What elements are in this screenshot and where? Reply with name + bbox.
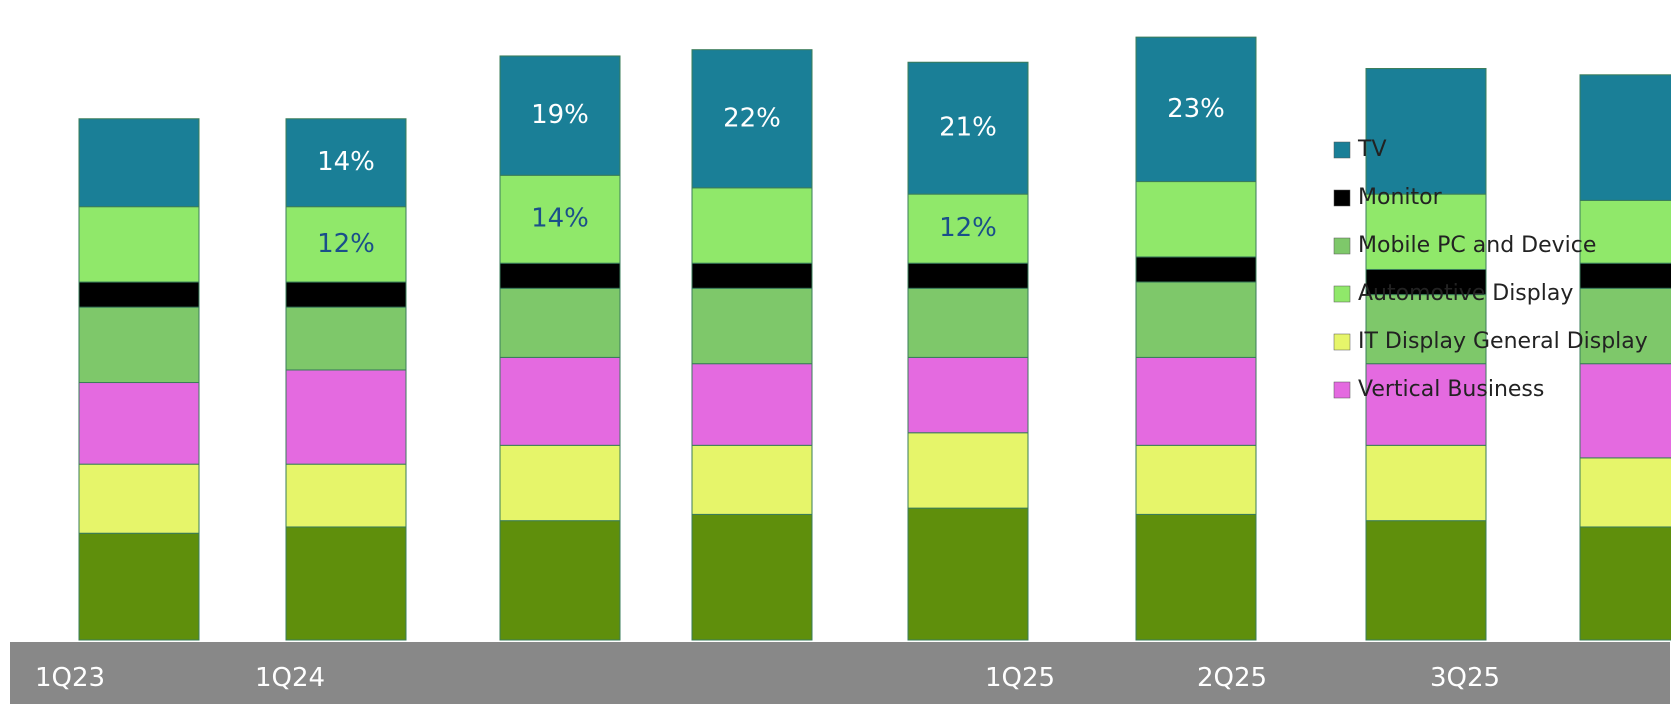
x-tick-labels-group: 1Q23 1Q24 1Q25 2Q25 3Q25 (35, 663, 1500, 693)
data-label-1Q25-7: 23% (1167, 94, 1225, 124)
bar-segment-2Q25-4 (1365, 268, 1487, 296)
bar-segment-3Q24-5 (691, 187, 813, 264)
bar-segment-2Q25-6 (1365, 68, 1487, 195)
legend-swatch-4 (1333, 333, 1351, 351)
bar-segment-1Q23-4 (78, 281, 200, 308)
x-tick-label-1Q24: 1Q24 (255, 663, 325, 693)
x-tick-label-2Q25: 2Q25 (1197, 663, 1267, 693)
data-label-4Q24-6: 12% (939, 213, 997, 243)
bar-segment-1Q23-1 (78, 463, 200, 534)
bar-segment-4Q24-6 (907, 61, 1029, 195)
bar-segment-1Q25-6 (1135, 36, 1257, 183)
legend-swatch-1 (1333, 189, 1351, 207)
x-tick-label-3Q25: 3Q25 (1430, 663, 1500, 693)
x-tick-label-1Q25: 1Q25 (985, 663, 1055, 693)
bar-segment-1Q24-5 (285, 206, 407, 283)
x-axis-band (10, 642, 1670, 704)
bar-segment-1Q24-3 (285, 306, 407, 371)
bar-segment-2Q25-1 (1365, 444, 1487, 522)
bar-segment-1Q24-1 (285, 463, 407, 528)
bar-segment-3Q24-3 (691, 287, 813, 365)
legend: TV Monitor Mobile PC and Device Automotive … (1333, 137, 1648, 402)
bar-segment-2Q24-0 (499, 520, 621, 641)
data-label-1Q24-1: 12% (317, 229, 375, 259)
legend-swatch-2 (1333, 237, 1351, 255)
bar-segment-1Q25-5 (1135, 181, 1257, 258)
bar-segment-2Q25-3 (1365, 294, 1487, 365)
legend-swatch-5 (1333, 381, 1351, 399)
legend-label-3: Automotive Display (1358, 281, 1573, 306)
bar-segment-4Q24-1 (907, 432, 1029, 509)
bar-segment-1Q25-0 (1135, 513, 1257, 641)
bar-segment-1Q23-2 (78, 382, 200, 465)
bar-segment-2Q24-3 (499, 287, 621, 358)
bar-segment-1Q24-4 (285, 281, 407, 308)
bar-segment-3Q25-6 (1579, 74, 1671, 201)
data-label-2Q24-2: 19% (531, 100, 589, 130)
bar-segment-4Q24-4 (907, 262, 1029, 289)
data-labels-group: 14% 12% 19% 14% 22% 21% 12% 23% (317, 94, 1225, 259)
bar-segment-3Q24-2 (691, 363, 813, 446)
bar-segment-1Q23-5 (78, 206, 200, 283)
data-label-4Q24-5: 21% (939, 113, 997, 143)
bar-segment-1Q25-1 (1135, 444, 1257, 515)
bar-segment-2Q24-1 (499, 444, 621, 522)
bar-segment-3Q25-3 (1579, 287, 1671, 365)
bar-segment-3Q25-2 (1579, 363, 1671, 459)
bar-segment-4Q24-3 (907, 287, 1029, 358)
legend-label-4: IT Display General Display (1358, 329, 1648, 354)
bar-segment-2Q24-2 (499, 356, 621, 446)
bars-group (78, 36, 1671, 641)
bar-segment-2Q24-4 (499, 262, 621, 289)
bar-segment-4Q24-5 (907, 193, 1029, 264)
bar-segment-2Q25-0 (1365, 520, 1487, 641)
bar-segment-3Q25-5 (1579, 199, 1671, 264)
bar-segment-1Q24-0 (285, 526, 407, 641)
bar-segment-3Q24-6 (691, 49, 813, 189)
legend-label-1: Monitor (1358, 185, 1443, 210)
bar-segment-1Q23-6 (78, 118, 200, 208)
bar-segment-3Q25-0 (1579, 526, 1671, 641)
data-label-1Q24-0: 14% (317, 147, 375, 177)
x-tick-label-1Q23: 1Q23 (35, 663, 105, 693)
bar-segment-2Q24-6 (499, 55, 621, 176)
bar-segment-2Q25-2 (1365, 363, 1487, 446)
bar-segment-4Q24-0 (907, 507, 1029, 641)
bar-segment-1Q23-0 (78, 532, 200, 641)
bar-segment-3Q24-0 (691, 513, 813, 641)
legend-label-0: TV (1357, 137, 1387, 162)
bar-segment-3Q25-1 (1579, 457, 1671, 528)
legend-swatch-0 (1333, 141, 1351, 159)
legend-label-5: Vertical Business (1358, 377, 1544, 402)
bar-segment-2Q25-5 (1365, 193, 1487, 270)
bar-segment-4Q24-2 (907, 356, 1029, 434)
bar-segment-2Q24-5 (499, 174, 621, 264)
bar-segment-1Q23-3 (78, 306, 200, 384)
bar-segment-1Q25-4 (1135, 256, 1257, 283)
data-label-3Q24-4: 22% (723, 103, 781, 133)
data-label-2Q24-3: 14% (531, 204, 589, 234)
bar-segment-1Q25-3 (1135, 281, 1257, 358)
bar-segment-1Q25-2 (1135, 356, 1257, 446)
bar-segment-1Q24-6 (285, 118, 407, 208)
bar-segment-3Q24-1 (691, 444, 813, 515)
bar-segment-3Q24-4 (691, 262, 813, 289)
legend-swatch-3 (1333, 285, 1351, 303)
legend-label-2: Mobile PC and Device (1358, 233, 1596, 258)
bar-segment-3Q25-4 (1579, 262, 1671, 289)
bar-segment-1Q24-2 (285, 369, 407, 465)
